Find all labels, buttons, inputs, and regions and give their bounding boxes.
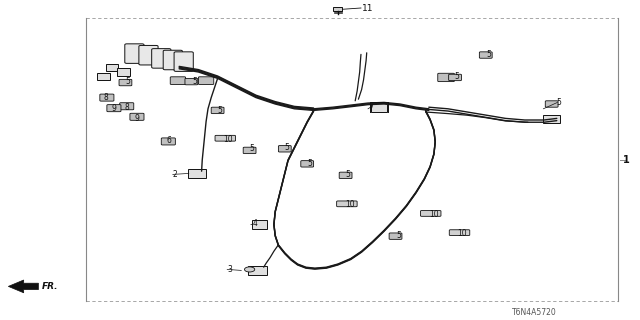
Text: 11: 11 bbox=[362, 4, 374, 12]
FancyBboxPatch shape bbox=[185, 78, 198, 85]
FancyBboxPatch shape bbox=[170, 77, 186, 84]
FancyBboxPatch shape bbox=[163, 50, 182, 70]
FancyBboxPatch shape bbox=[100, 94, 114, 101]
FancyBboxPatch shape bbox=[301, 161, 314, 167]
Text: 3: 3 bbox=[227, 265, 232, 274]
Text: FR.: FR. bbox=[42, 282, 58, 291]
FancyBboxPatch shape bbox=[337, 201, 357, 207]
FancyBboxPatch shape bbox=[339, 172, 352, 179]
FancyBboxPatch shape bbox=[139, 45, 158, 65]
FancyBboxPatch shape bbox=[125, 44, 144, 63]
FancyBboxPatch shape bbox=[119, 79, 132, 86]
Text: 5: 5 bbox=[285, 143, 290, 152]
FancyBboxPatch shape bbox=[198, 77, 214, 84]
Text: 5: 5 bbox=[250, 144, 255, 153]
FancyBboxPatch shape bbox=[174, 52, 193, 71]
Text: 1: 1 bbox=[623, 155, 629, 165]
Text: 7: 7 bbox=[368, 104, 373, 113]
Text: 10: 10 bbox=[223, 135, 232, 144]
Text: 5: 5 bbox=[397, 231, 402, 240]
Text: 10: 10 bbox=[429, 210, 438, 219]
Text: T6N4A5720: T6N4A5720 bbox=[512, 308, 557, 317]
FancyBboxPatch shape bbox=[545, 101, 558, 107]
FancyBboxPatch shape bbox=[449, 230, 470, 236]
FancyBboxPatch shape bbox=[152, 49, 171, 68]
Text: 9: 9 bbox=[134, 114, 140, 123]
Text: 6: 6 bbox=[166, 136, 172, 145]
Text: 5: 5 bbox=[192, 77, 197, 86]
Polygon shape bbox=[8, 280, 38, 293]
Bar bbox=[248, 266, 267, 275]
Circle shape bbox=[244, 267, 255, 272]
Text: 5: 5 bbox=[454, 72, 460, 81]
Text: 4: 4 bbox=[253, 220, 258, 228]
Text: 10: 10 bbox=[458, 229, 467, 238]
Bar bbox=[117, 68, 130, 76]
Bar bbox=[333, 7, 342, 11]
Text: 5: 5 bbox=[125, 77, 131, 86]
Text: 10: 10 bbox=[346, 200, 355, 209]
Bar bbox=[252, 220, 267, 229]
Text: 5: 5 bbox=[486, 50, 492, 59]
FancyBboxPatch shape bbox=[243, 147, 256, 154]
Text: 5: 5 bbox=[557, 98, 562, 107]
FancyBboxPatch shape bbox=[479, 52, 492, 58]
FancyBboxPatch shape bbox=[120, 103, 134, 110]
FancyBboxPatch shape bbox=[107, 105, 121, 112]
FancyBboxPatch shape bbox=[130, 113, 144, 120]
Text: 9: 9 bbox=[112, 104, 117, 113]
FancyBboxPatch shape bbox=[438, 73, 454, 82]
Text: 8: 8 bbox=[104, 93, 108, 102]
FancyBboxPatch shape bbox=[449, 74, 461, 81]
FancyBboxPatch shape bbox=[215, 135, 236, 141]
Bar bbox=[106, 64, 118, 71]
Bar bbox=[371, 103, 387, 112]
FancyBboxPatch shape bbox=[211, 107, 224, 114]
FancyBboxPatch shape bbox=[161, 138, 175, 145]
FancyBboxPatch shape bbox=[389, 233, 402, 239]
Bar bbox=[97, 73, 110, 80]
Text: 5: 5 bbox=[307, 159, 312, 168]
FancyBboxPatch shape bbox=[278, 146, 291, 152]
Text: 2: 2 bbox=[173, 170, 177, 179]
Bar bbox=[543, 115, 560, 123]
Text: 5: 5 bbox=[218, 106, 223, 115]
Text: 5: 5 bbox=[346, 170, 351, 179]
FancyBboxPatch shape bbox=[420, 211, 441, 216]
Text: 8: 8 bbox=[125, 103, 129, 112]
Bar bbox=[188, 169, 206, 178]
